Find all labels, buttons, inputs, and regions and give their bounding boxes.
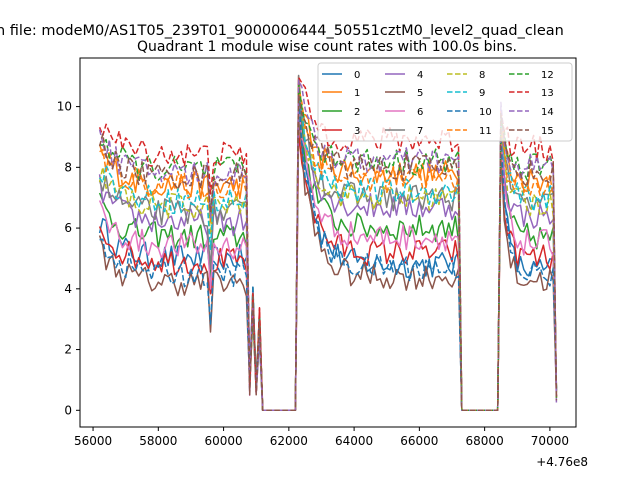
axes-frame bbox=[79, 57, 577, 428]
y-tick-label: 4 bbox=[64, 282, 72, 296]
x-tick-label: 70000 bbox=[531, 434, 569, 448]
legend-label-15: 15 bbox=[541, 126, 554, 137]
y-tick-label: 2 bbox=[64, 343, 72, 357]
legend-label-13: 13 bbox=[541, 88, 554, 99]
legend-label-14: 14 bbox=[541, 107, 554, 118]
legend-label-6: 6 bbox=[417, 107, 423, 118]
legend-label-1: 1 bbox=[354, 88, 360, 99]
y-tick-label: 10 bbox=[57, 100, 72, 114]
series-layer bbox=[98, 74, 558, 412]
legend-label-8: 8 bbox=[479, 70, 485, 81]
legend-label-10: 10 bbox=[479, 107, 492, 118]
series-line-9 bbox=[98, 97, 558, 412]
x-tick-label: 60000 bbox=[204, 434, 242, 448]
y-tick-label: 6 bbox=[64, 221, 72, 235]
legend-label-9: 9 bbox=[479, 88, 485, 99]
x-tick-label: 68000 bbox=[466, 434, 504, 448]
legend-label-7: 7 bbox=[417, 126, 423, 137]
chart-title: Quadrant 1 module wise count rates with … bbox=[137, 39, 517, 55]
legend-label-5: 5 bbox=[417, 88, 423, 99]
y-axis: 0 2 4 6 8 10 bbox=[57, 100, 80, 417]
x-axis: 56000 58000 60000 62000 64000 66000 68000 70000 bbox=[74, 427, 569, 448]
legend-label-4: 4 bbox=[417, 70, 423, 81]
y-tick-label: 8 bbox=[64, 160, 72, 174]
legend-label-2: 2 bbox=[354, 107, 360, 118]
series-line-15 bbox=[98, 94, 558, 412]
x-tick-label: 62000 bbox=[270, 434, 308, 448]
x-tick-label: 66000 bbox=[400, 434, 438, 448]
series-line-11 bbox=[99, 86, 558, 412]
legend-label-0: 0 bbox=[354, 70, 360, 81]
x-tick-label: 64000 bbox=[335, 434, 373, 448]
series-line-8 bbox=[98, 103, 558, 412]
x-tick-label: 56000 bbox=[74, 434, 112, 448]
legend-label-11: 11 bbox=[479, 126, 492, 137]
x-tick-label: 58000 bbox=[139, 434, 177, 448]
legend-label-12: 12 bbox=[541, 70, 554, 81]
figure-suptitle: n file: modeM0/AS1T05_239T01_9000006444_… bbox=[0, 23, 564, 39]
legend-box bbox=[317, 62, 573, 142]
x-offset-label: +4.76e8 bbox=[536, 455, 588, 469]
legend-label-3: 3 bbox=[354, 126, 360, 137]
y-tick-label: 0 bbox=[64, 403, 72, 417]
